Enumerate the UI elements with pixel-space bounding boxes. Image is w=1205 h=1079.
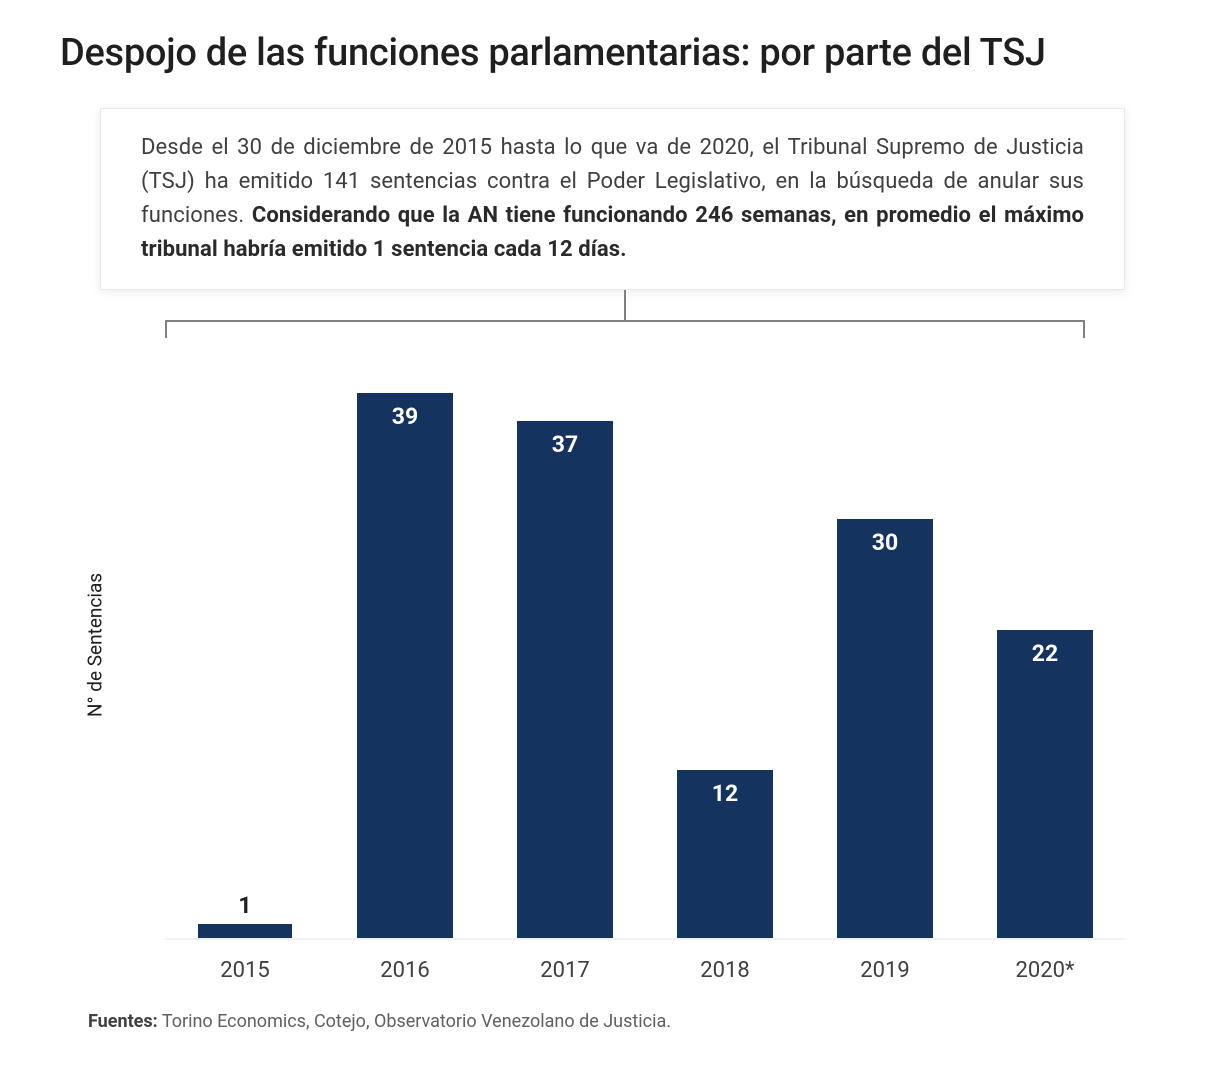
connector-stem xyxy=(624,290,626,320)
bar-value-label: 1 xyxy=(198,892,292,919)
bar-column: 12 xyxy=(645,350,805,938)
bar-value-label: 39 xyxy=(357,403,453,430)
sources-label: Fuentes: xyxy=(88,1011,158,1032)
bar: 39 xyxy=(357,393,453,938)
bar-column: 30 xyxy=(805,350,965,938)
x-axis-tick-label: 2020* xyxy=(965,958,1125,983)
bar-column: 39 xyxy=(325,350,485,938)
y-axis-label: N° de Sentencias xyxy=(84,573,107,717)
connector-bar xyxy=(165,320,1085,322)
bar-value-label: 30 xyxy=(837,529,933,556)
bar-column: 1 xyxy=(165,350,325,938)
bar: 37 xyxy=(517,421,613,938)
bar-value-label: 12 xyxy=(677,780,773,807)
x-axis-tick-label: 2019 xyxy=(805,958,965,983)
description-box: Desde el 30 de diciembre de 2015 hasta l… xyxy=(100,108,1125,290)
connector-right-tick xyxy=(1083,320,1085,338)
sources-text: Torino Economics, Cotejo, Observatorio V… xyxy=(158,1011,671,1032)
connector-left-tick xyxy=(165,320,167,338)
connector-bracket xyxy=(165,290,1085,350)
page-title: Despojo de las funciones parlamentarias:… xyxy=(60,30,1145,78)
page-root: Despojo de las funciones parlamentarias:… xyxy=(0,0,1205,1079)
bars-container: 1 39 37 12 30 22 xyxy=(165,350,1125,940)
x-axis-tick-label: 2017 xyxy=(485,958,645,983)
description-text-bold: Considerando que la AN tiene funcionando… xyxy=(141,203,1084,262)
x-axis-tick-label: 2016 xyxy=(325,958,485,983)
x-axis-tick-label: 2018 xyxy=(645,958,805,983)
bar: 22 xyxy=(997,630,1093,937)
bar: 1 xyxy=(198,924,292,938)
bar-column: 37 xyxy=(485,350,645,938)
bar: 12 xyxy=(677,770,773,938)
bar-value-label: 22 xyxy=(997,640,1093,667)
x-axis-labels: 201520162017201820192020* xyxy=(165,958,1125,983)
bar-value-label: 37 xyxy=(517,431,613,458)
bar: 30 xyxy=(837,519,933,938)
x-axis-tick-label: 2015 xyxy=(165,958,325,983)
bar-column: 22 xyxy=(965,350,1125,938)
bar-chart: N° de Sentencias 13937123022 xyxy=(110,350,1125,940)
sources-line: Fuentes: Torino Economics, Cotejo, Obser… xyxy=(88,1011,1145,1032)
